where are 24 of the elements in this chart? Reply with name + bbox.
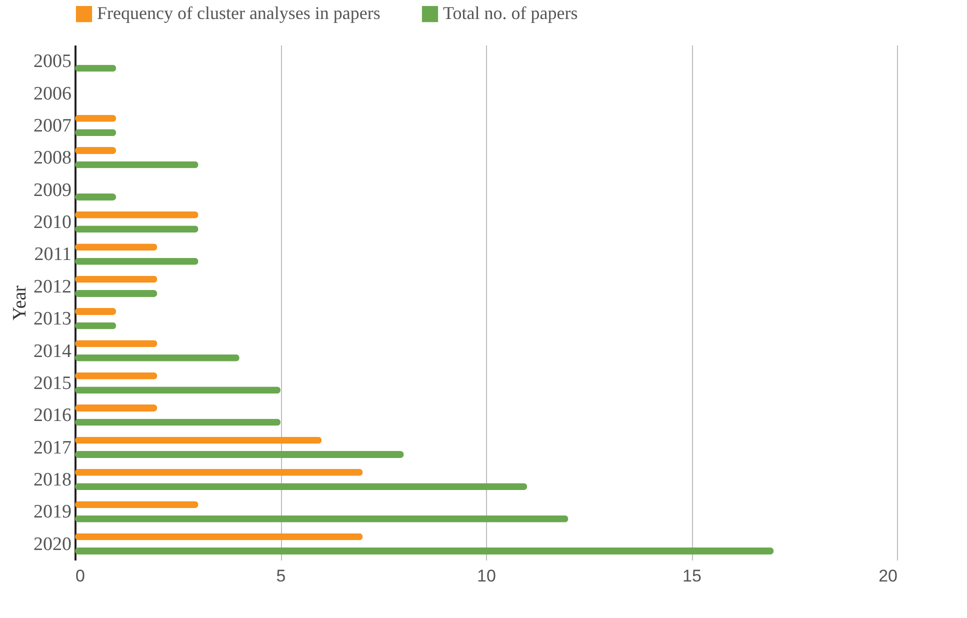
x-tick-label: 0 xyxy=(76,566,85,586)
y-tick-label: 2018 xyxy=(34,470,72,491)
y-tick-label: 2005 xyxy=(34,51,72,72)
x-tick-label: 20 xyxy=(878,566,898,586)
y-tick-label: 2013 xyxy=(34,308,72,330)
y-tick-label: 2010 xyxy=(34,212,72,234)
y-tick-label: 2014 xyxy=(34,340,72,362)
x-tick-label: 5 xyxy=(276,566,286,586)
y-tick-label: 2015 xyxy=(34,372,72,394)
legend-label: Frequency of cluster analyses in papers xyxy=(97,3,380,23)
y-tick-label: 2019 xyxy=(34,502,72,523)
x-tick-label: 15 xyxy=(682,566,702,586)
x-tick-label: 10 xyxy=(477,566,496,586)
y-tick-label: 2020 xyxy=(34,534,72,555)
y-tick-label: 2006 xyxy=(34,83,72,104)
y-tick-label: 2011 xyxy=(34,244,72,266)
y-tick-label: 2017 xyxy=(34,437,72,458)
y-tick-label: 2008 xyxy=(34,148,72,169)
y-axis-title: Year xyxy=(10,284,30,321)
y-tick-label: 2007 xyxy=(34,115,72,136)
legend-label: Total no. of papers xyxy=(443,3,578,23)
y-tick-label: 2012 xyxy=(34,276,72,298)
y-tick-label: 2016 xyxy=(34,405,72,426)
y-tick-label: 2009 xyxy=(34,180,72,201)
